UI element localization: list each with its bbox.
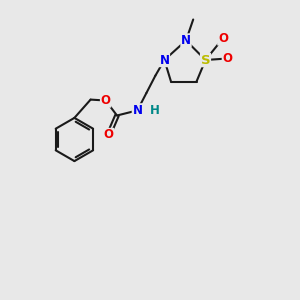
Text: O: O <box>100 94 111 107</box>
Text: O: O <box>103 128 114 142</box>
Text: S: S <box>201 53 210 67</box>
Text: O: O <box>218 32 228 45</box>
Text: O: O <box>222 52 233 65</box>
Text: N: N <box>181 34 191 47</box>
Text: N: N <box>132 104 142 117</box>
Text: N: N <box>159 53 170 67</box>
Text: H: H <box>149 104 159 118</box>
